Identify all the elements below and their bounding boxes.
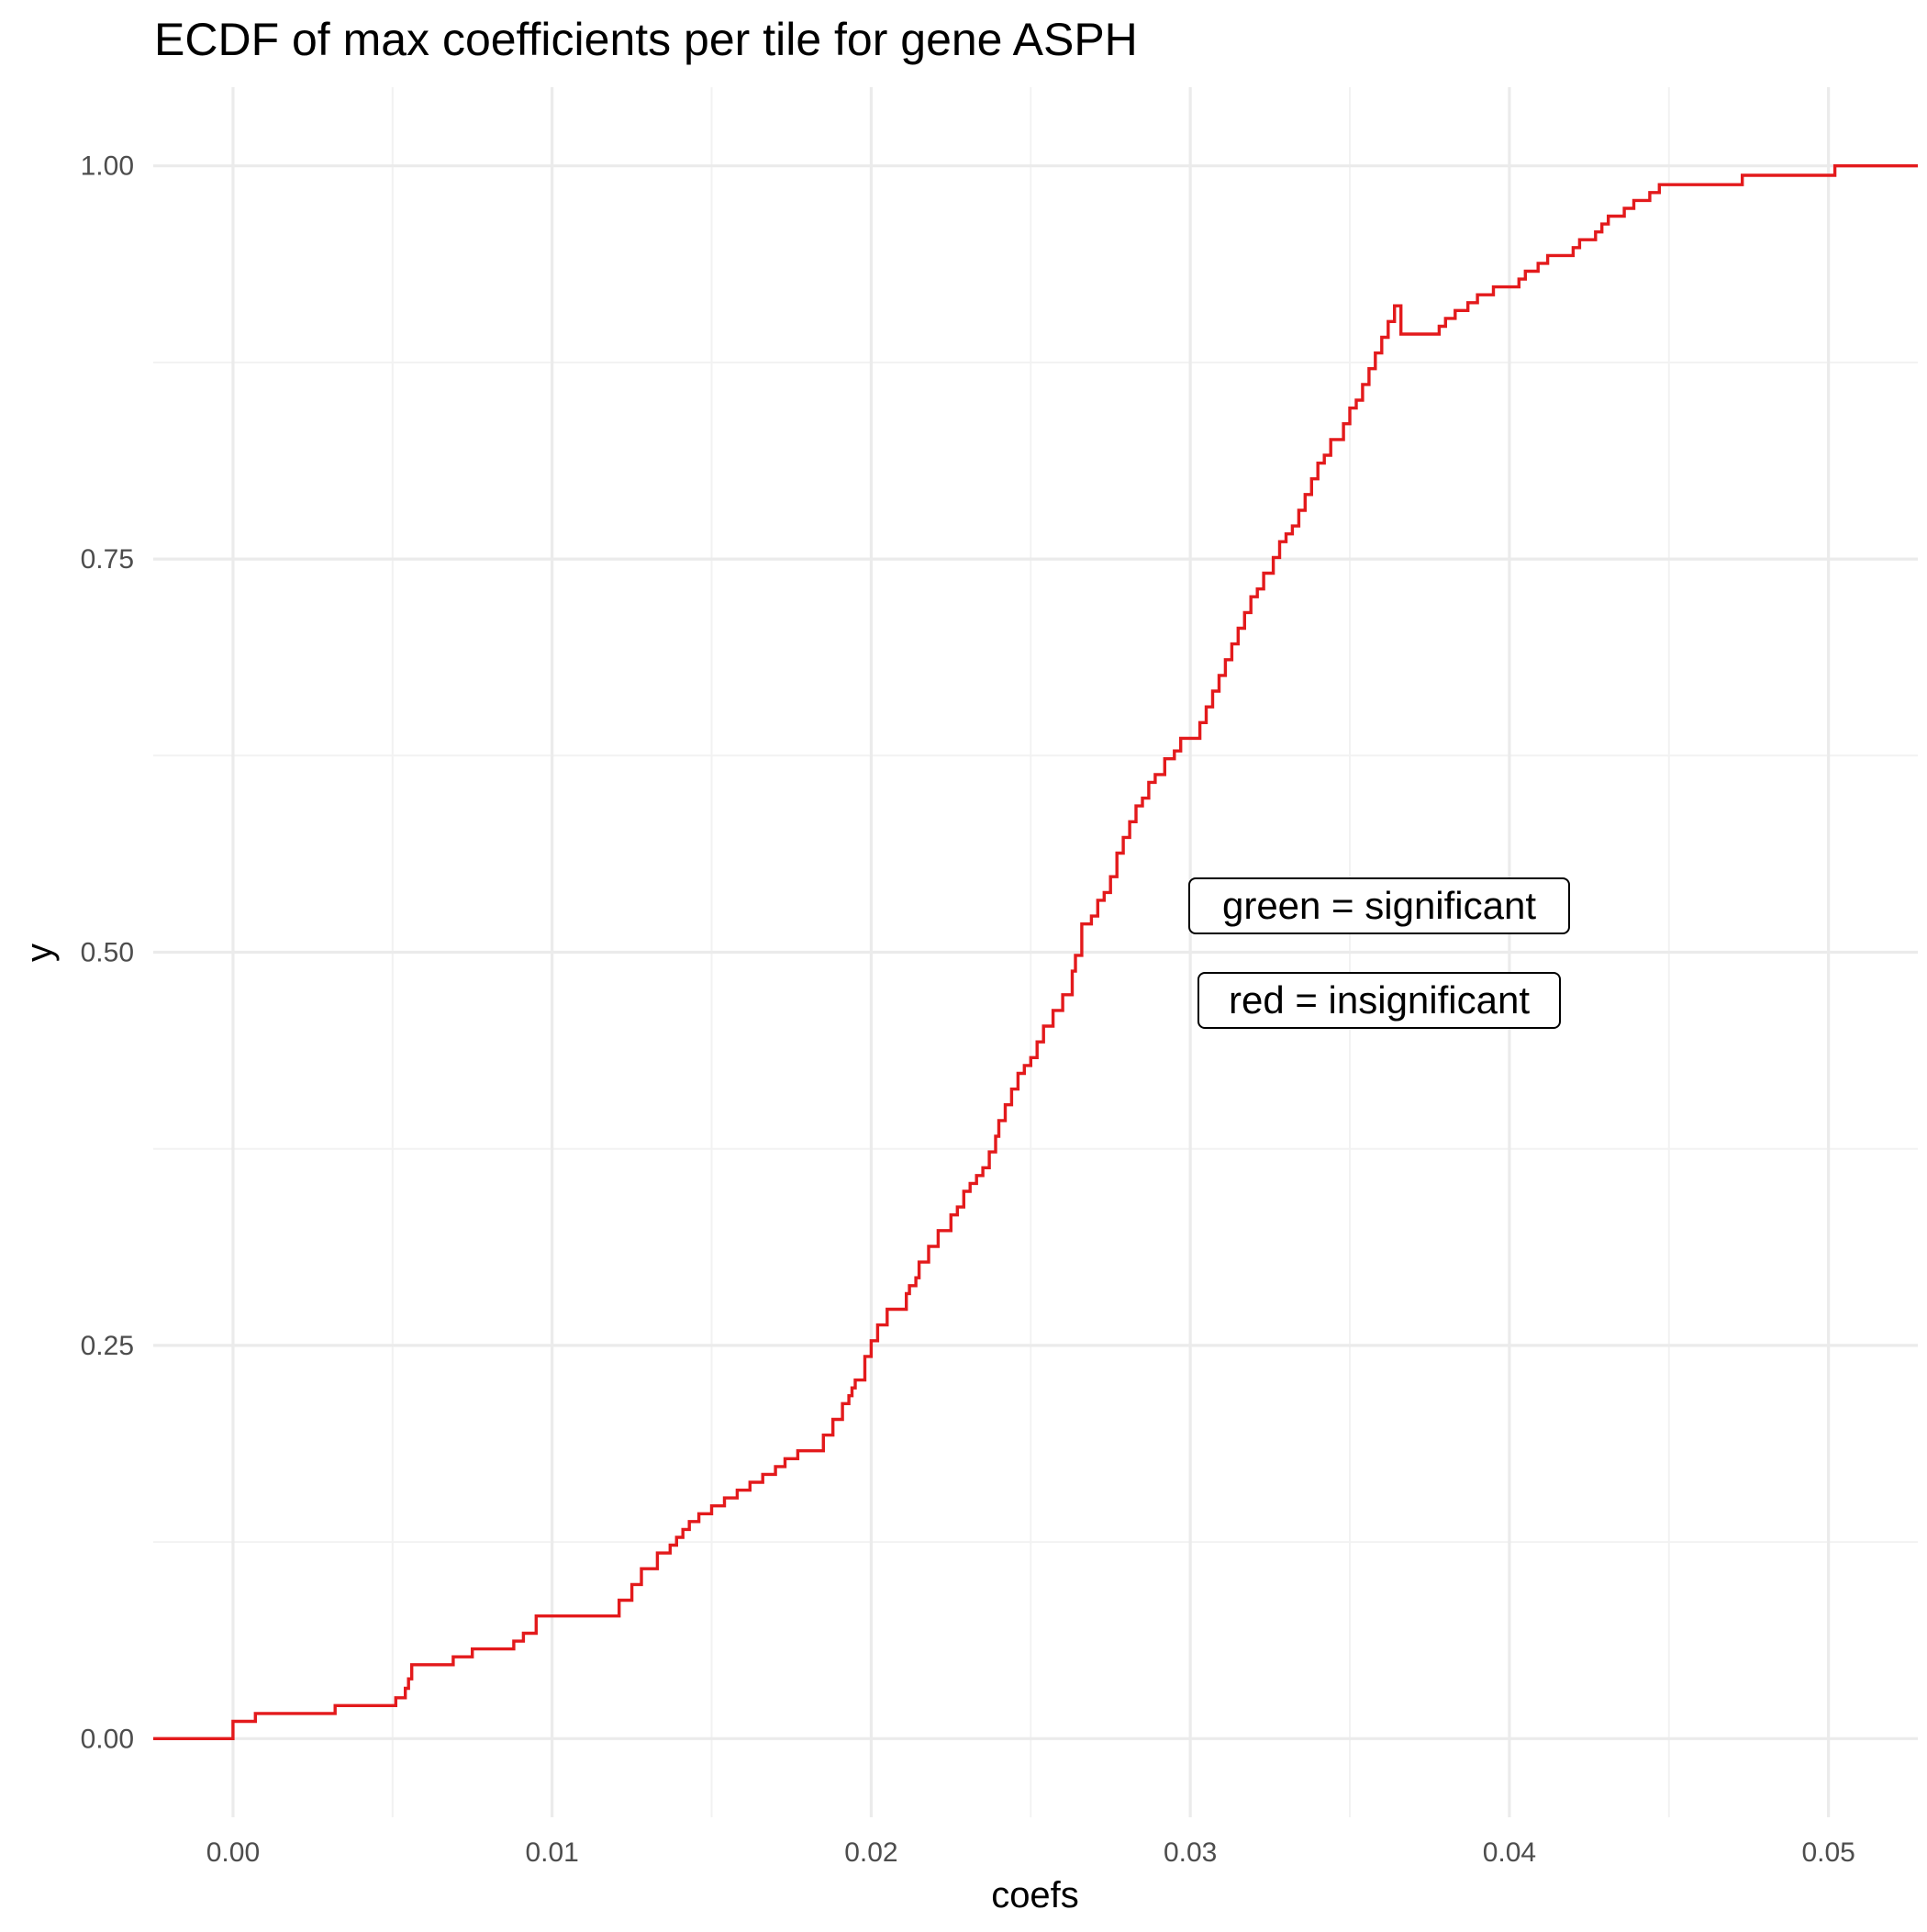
chart-title: ECDF of max coefficients per tile for ge… <box>154 14 1138 65</box>
annotation-text: green = significant <box>1222 884 1536 927</box>
annotation-text: red = insignificant <box>1229 978 1530 1022</box>
annotation-box <box>1197 972 1561 1029</box>
ecdf-step-line <box>153 164 1918 1740</box>
annotation-box <box>1188 877 1570 934</box>
x-tick-label: 0.01 <box>525 1837 578 1868</box>
x-tick-label: 0.00 <box>206 1837 260 1868</box>
series-layer <box>153 164 1918 1740</box>
y-tick-label: 0.75 <box>81 544 134 575</box>
annotations: green = significant red = insignificant <box>1188 877 1570 1029</box>
x-tick-label: 0.02 <box>844 1837 897 1868</box>
x-axis-title: coefs <box>991 1875 1079 1915</box>
x-tick-labels: 0.00 0.01 0.02 0.03 0.04 0.05 <box>206 1837 1855 1868</box>
annotation-label: green = significant <box>1188 877 1570 934</box>
y-tick-labels: 0.00 0.25 0.50 0.75 1.00 <box>81 151 134 1755</box>
y-tick-label: 1.00 <box>81 151 134 182</box>
major-gridlines <box>153 87 1918 1817</box>
x-tick-label: 0.05 <box>1801 1837 1855 1868</box>
x-tick-label: 0.03 <box>1164 1837 1217 1868</box>
y-tick-label: 0.50 <box>81 938 134 968</box>
y-tick-label: 0.25 <box>81 1331 134 1361</box>
annotation-label: red = insignificant <box>1197 972 1561 1029</box>
y-axis-title: y <box>19 944 60 962</box>
x-tick-label: 0.04 <box>1483 1837 1536 1868</box>
y-tick-label: 0.00 <box>81 1724 134 1754</box>
